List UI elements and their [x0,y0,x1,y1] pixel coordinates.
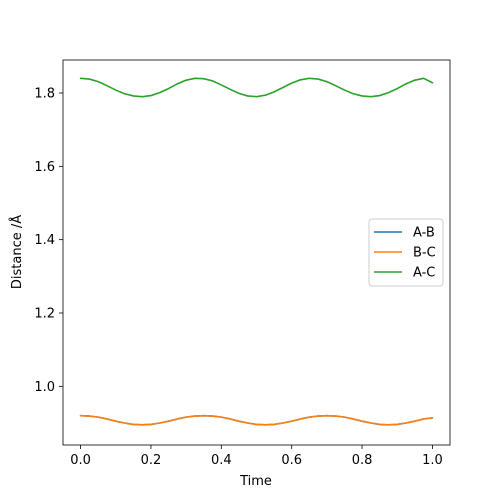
y-tick-label: 1.4 [34,233,55,248]
y-axis-ticks: 1.0 1.2 1.4 1.6 1.8 [34,87,63,395]
legend: A-B B-C A-C [368,218,444,287]
series-line-a-b [79,414,434,426]
series-lines [79,77,434,426]
x-tick-label: 0.6 [281,453,302,468]
legend-label: B-C [413,246,436,261]
x-axis-ticks: 0.0 0.2 0.4 0.6 0.8 1.0 [70,445,443,468]
y-tick-label: 1.2 [34,307,55,322]
legend-box [368,218,444,287]
y-axis-label: Distance /Å [9,215,25,289]
legend-label: A-C [413,266,435,281]
series-line-b-c [79,414,434,426]
series-line-a-c [79,77,434,98]
x-tick-label: 0.0 [70,453,91,468]
x-tick-label: 0.2 [141,453,162,468]
x-axis-label: Time [239,474,272,489]
y-tick-label: 1.6 [34,160,55,175]
x-tick-label: 1.0 [422,453,443,468]
plot-frame [62,59,451,446]
legend-label: A-B [413,226,435,241]
y-tick-label: 1.0 [34,380,55,395]
x-tick-label: 0.4 [211,453,232,468]
y-tick-label: 1.8 [34,87,55,102]
x-tick-label: 0.8 [352,453,373,468]
